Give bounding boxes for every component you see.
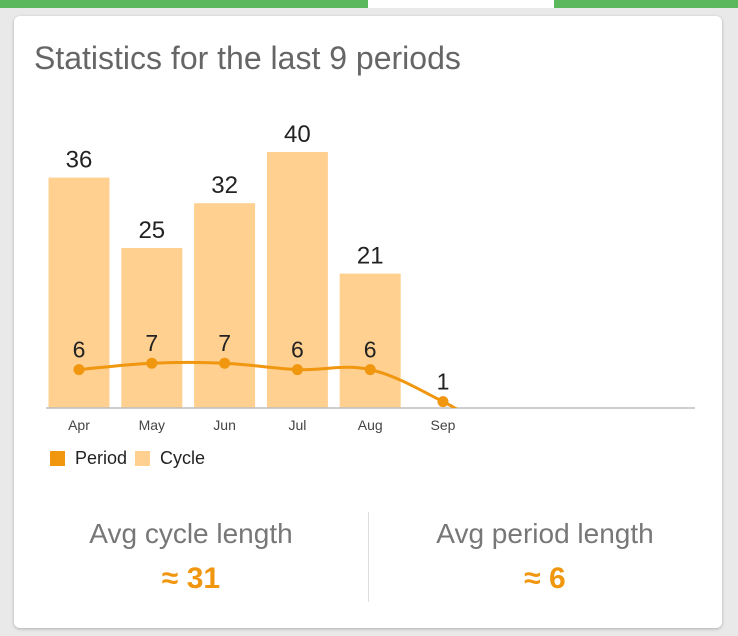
legend-item-cycle: Cycle [135,448,205,469]
x-tick-label: Apr [68,417,90,433]
period-point [146,357,158,369]
bar-value-label: 21 [357,243,384,270]
x-tick-label: Sep [431,417,456,433]
bar-value-label: 25 [138,217,165,244]
period-point [291,364,303,376]
period-value-label: 6 [364,337,377,363]
statistics-card: Statistics for the last 9 periods 36 25 32… [14,16,722,628]
stats-summary: Avg cycle length ≈ 31 Avg period length … [14,512,722,606]
period-value-label: 6 [291,337,304,363]
stats-divider [368,512,369,602]
period-point [219,357,231,369]
x-tick-label: Jun [213,417,236,433]
period-value-label: 1 [437,369,450,395]
avg-period-stat: Avg period length ≈ 6 [368,516,722,596]
period-point [364,364,376,376]
avg-period-value: ≈ 6 [524,562,566,595]
tab-indicator [368,0,554,8]
bar-cycle [121,248,183,408]
legend-swatch-cycle [135,451,151,466]
avg-cycle-stat: Avg cycle length ≈ 31 [14,516,368,596]
avg-cycle-label: Avg cycle length [89,518,293,549]
legend-item-period: Period [50,448,127,469]
legend-label-cycle: Cycle [160,448,206,468]
legend-swatch-period [50,451,65,466]
avg-cycle-value: ≈ 31 [161,562,221,595]
legend-label-period: Period [75,448,128,468]
period-value-label: 6 [73,337,86,363]
bar-cycle [339,273,401,408]
x-tick-label: May [139,417,165,433]
x-tick-label: Aug [358,417,383,433]
chart-legend: Period Cycle [50,448,213,469]
bar-value-label: 36 [66,147,93,174]
statistics-chart: 36 25 32 40 21 6 7 7 6 6 1 Apr May Jun Jul Aug Sep [46,121,695,433]
x-tick-label: Jul [288,417,306,433]
bar-value-label: 40 [284,121,311,148]
bar-value-label: 32 [211,172,238,199]
period-point [73,364,85,376]
avg-period-label: Avg period length [436,518,654,549]
period-point [437,396,449,408]
period-value-label: 7 [145,330,158,356]
period-value-label: 7 [218,330,231,356]
bar-cycle [194,203,256,408]
card-title: Statistics for the last 9 periods [34,40,461,76]
